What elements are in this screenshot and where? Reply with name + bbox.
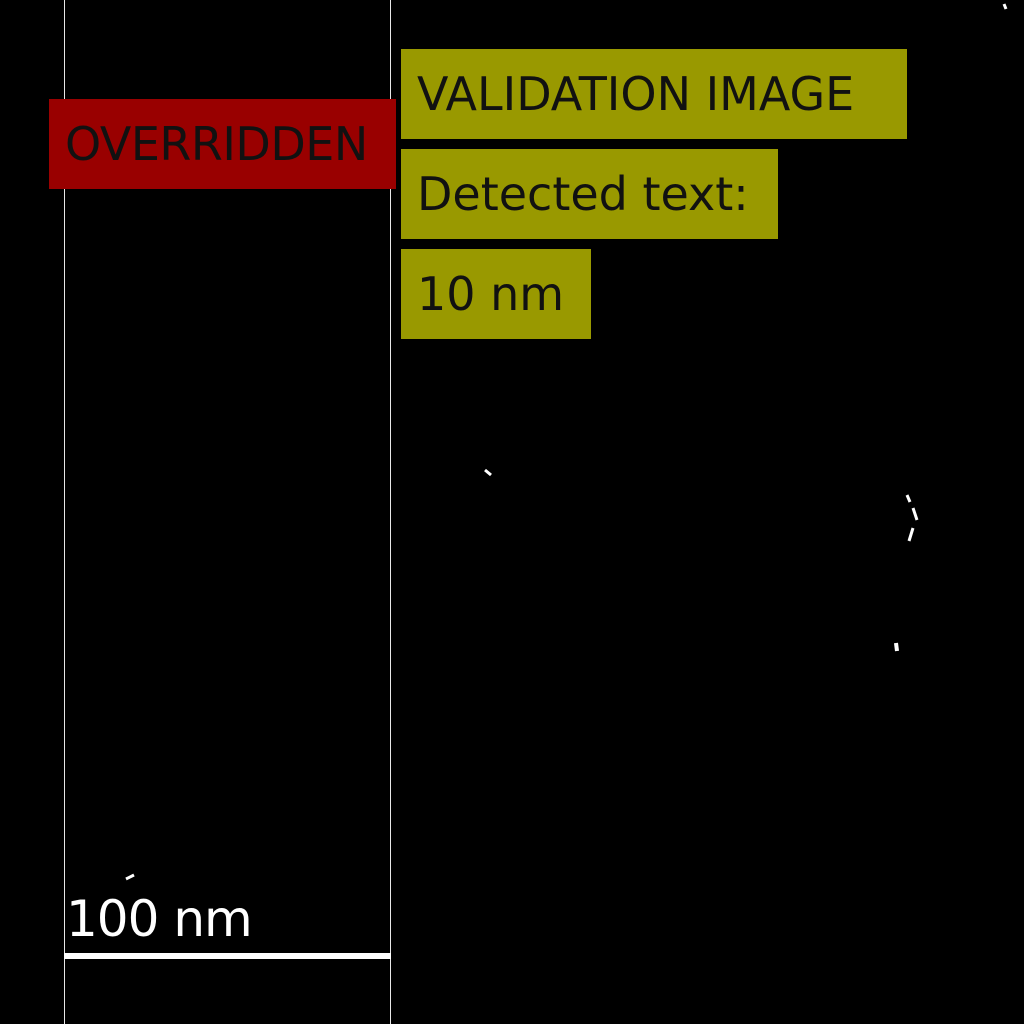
speck [125,873,135,881]
scale-bar-left-guide [64,0,65,1024]
detected-text-heading: Detected text: [401,149,778,239]
speck [905,494,919,542]
speck [1002,3,1008,10]
overridden-label: OVERRIDDEN [49,99,396,189]
detected-text-value: 10 nm [401,249,591,339]
speck [484,468,492,477]
speck [894,642,899,652]
scale-bar-label: 100 nm [66,890,253,948]
scale-bar-right-guide [390,0,391,1024]
scale-bar [64,953,391,959]
validation-image-label: VALIDATION IMAGE [401,49,907,139]
